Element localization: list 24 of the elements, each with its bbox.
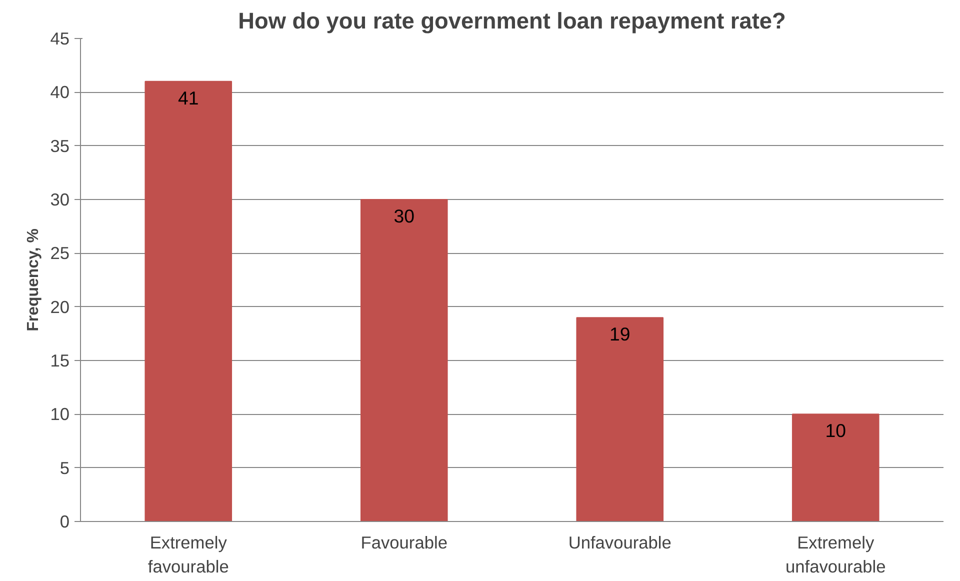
y-tick-label: 0 [60, 512, 70, 532]
bar [360, 199, 448, 522]
y-tick-label: 15 [50, 350, 70, 370]
x-tick-label: Extremely favourable [148, 532, 229, 576]
x-tick-label: Favourable [360, 532, 448, 552]
data-label: 30 [394, 206, 415, 226]
y-tick-label: 45 [50, 28, 70, 48]
bar [144, 80, 232, 522]
x-tick-label: Extremely unfavourable [786, 532, 886, 576]
data-label: 19 [610, 324, 630, 345]
y-tick-label: 40 [50, 82, 70, 102]
y-axis-title: Frequency, % [25, 228, 42, 332]
y-tick-label: 25 [50, 243, 70, 264]
y-tick-label: 20 [50, 296, 70, 317]
y-tick-label: 10 [50, 404, 70, 424]
bar [792, 414, 880, 522]
chart-title: How do you rate government loan repayment rate? [238, 8, 786, 34]
data-label: 41 [178, 87, 199, 108]
y-tick-label: 5 [60, 458, 70, 478]
data-label: 10 [825, 420, 846, 442]
y-tick-label: 30 [50, 190, 70, 210]
y-tick-label: 35 [50, 136, 70, 156]
x-tick-label: Unfavourable [568, 532, 672, 552]
bar [576, 317, 664, 522]
